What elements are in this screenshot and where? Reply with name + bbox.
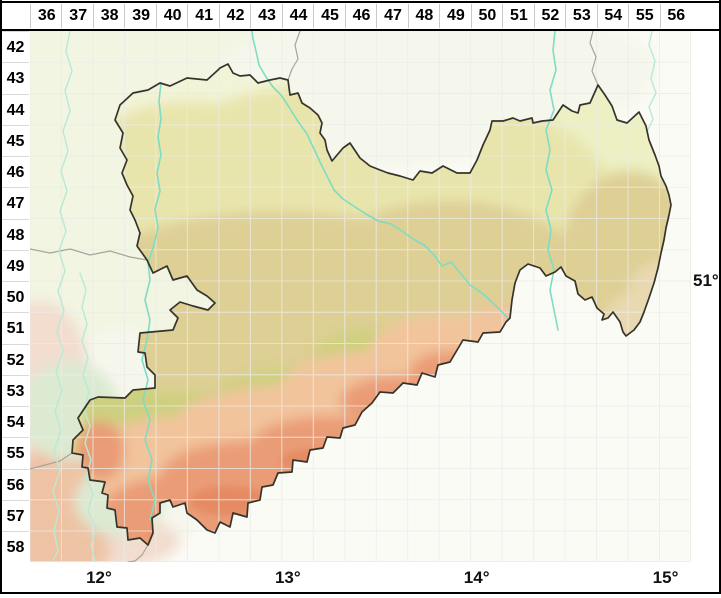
row-label-46: 46 xyxy=(2,156,29,189)
column-label-41: 41 xyxy=(187,4,220,28)
column-label-49: 49 xyxy=(439,4,472,28)
row-label-44: 44 xyxy=(2,93,29,126)
column-label-55: 55 xyxy=(628,4,661,28)
column-label-53: 53 xyxy=(565,4,598,28)
row-label-47: 47 xyxy=(2,187,29,220)
longitude-label-13°: 13° xyxy=(274,568,301,587)
column-label-36: 36 xyxy=(30,4,63,28)
rivers xyxy=(51,31,657,562)
column-label-42: 42 xyxy=(218,4,252,28)
river-spree xyxy=(545,31,559,331)
river-elbe xyxy=(251,31,509,319)
row-label-45: 45 xyxy=(2,124,29,157)
column-label-45: 45 xyxy=(313,4,346,28)
column-label-37: 37 xyxy=(61,4,94,28)
grid-lines xyxy=(30,31,691,562)
river-saale xyxy=(51,31,73,562)
row-label-55: 55 xyxy=(2,437,29,470)
longitude-label-14°: 14° xyxy=(463,568,490,587)
state-borders xyxy=(30,31,599,562)
latitude-label-51°: 51° xyxy=(693,271,719,290)
row-label-58: 58 xyxy=(2,531,29,564)
frame-border-top xyxy=(0,1,721,3)
column-label-51: 51 xyxy=(502,4,535,28)
frame-border-right xyxy=(719,0,721,594)
row-label-51: 51 xyxy=(2,312,29,345)
header-underline xyxy=(0,29,721,31)
longitude-label-15°: 15° xyxy=(652,568,679,587)
river-mulde xyxy=(141,82,162,521)
column-label-39: 39 xyxy=(124,4,157,28)
column-label-48: 48 xyxy=(407,4,441,28)
row-label-54: 54 xyxy=(2,406,29,439)
column-label-47: 47 xyxy=(376,4,409,28)
river-neisse xyxy=(647,31,657,131)
column-label-52: 52 xyxy=(533,4,567,28)
column-label-38: 38 xyxy=(92,4,126,28)
row-label-42: 42 xyxy=(2,31,29,64)
row-label-53: 53 xyxy=(2,374,29,407)
frame-border-left xyxy=(0,0,2,594)
column-label-54: 54 xyxy=(596,4,630,28)
row-label-52: 52 xyxy=(2,343,29,376)
column-label-56: 56 xyxy=(659,4,692,28)
row-label-50: 50 xyxy=(2,281,29,314)
column-label-44: 44 xyxy=(281,4,315,28)
column-label-43: 43 xyxy=(250,4,283,28)
row-label-49: 49 xyxy=(2,249,29,282)
saxony-border xyxy=(71,63,672,546)
column-label-40: 40 xyxy=(155,4,189,28)
column-label-46: 46 xyxy=(344,4,378,28)
row-label-43: 43 xyxy=(2,62,29,95)
river-weisse-elster xyxy=(79,272,97,562)
row-label-57: 57 xyxy=(2,499,29,532)
column-label-50: 50 xyxy=(470,4,504,28)
row-label-48: 48 xyxy=(2,218,29,251)
map-canvas[interactable] xyxy=(30,31,691,562)
longitude-label-12°: 12° xyxy=(86,568,112,587)
frame-border-bottom xyxy=(0,592,721,594)
row-label-56: 56 xyxy=(2,468,29,501)
